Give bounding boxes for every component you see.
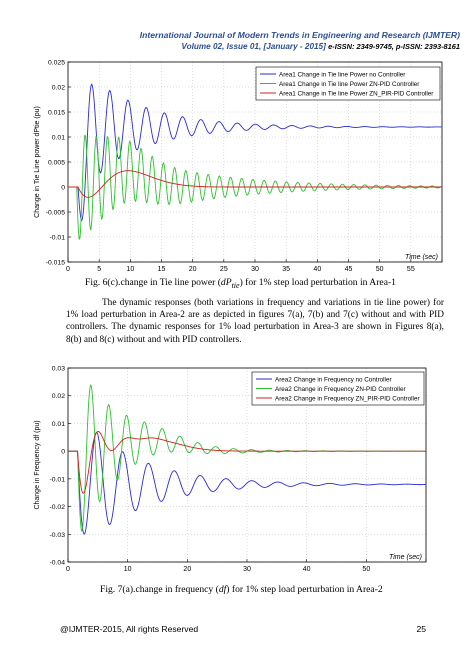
fig7a-y-axis-label: Change in Frequency df (pu) (34, 420, 41, 509)
fig7a-series-1-line (68, 431, 426, 535)
fig6c-x-tick-label: 0 (66, 266, 70, 273)
page-footer: @IJMTER-2015, All rights Reserved 25 (60, 624, 426, 634)
fig6c-y-tick-label: 0.025 (48, 60, 65, 67)
fig7a-legend-label-1: Area2 Change in Frequency no Controller (275, 376, 392, 383)
fig7a-plot-frame (67, 367, 427, 563)
fig6c-x-tick-label: 45 (345, 266, 353, 273)
fig6c-x-tick-label: 55 (407, 266, 415, 273)
fig7a-x-tick-label: 50 (362, 566, 370, 573)
fig6c-x-tick-label: 10 (126, 266, 134, 273)
fig6c-series-1-line (68, 83, 442, 222)
fig6c-y-tick-label: 0 (61, 185, 65, 192)
fig7a-y-tick-label: -0.04 (50, 560, 66, 567)
fig6c-y-tick-label: 0.015 (48, 110, 65, 117)
journal-issue-line: Volume 02, Issue 01, [January - 2015] e-… (60, 41, 460, 52)
journal-volume: Volume 02, Issue 01, [January - 2015] (181, 42, 326, 51)
caption-prefix: Fig. 7(a).change in frequency ( (100, 584, 219, 595)
fig6c-x-tick-label: 50 (376, 266, 384, 273)
fig6c-y-tick-label: -0.005 (46, 210, 65, 217)
figure-7a-chart: 0 10 20 30 40 50 0.03 0.02 0.01 0 -0.01 -0.02 -0.03 -… (34, 366, 427, 573)
fig6c-x-tick-label: 25 (220, 266, 228, 273)
figure-7a-caption: Fig. 7(a).change in frequency (df) for 1… (100, 584, 383, 595)
fig6c-y-tick-label: 0.02 (52, 85, 65, 92)
fig6c-plot-frame (67, 61, 443, 263)
fig6c-y-tick-label: -0.015 (46, 260, 65, 267)
fig6c-series-3-line (68, 170, 442, 198)
fig6c-y-tick-label: 0.01 (52, 135, 65, 142)
journal-issn: e-ISSN: 2349-9745, p-ISSN: 2393-8161 (328, 42, 460, 51)
fig7a-y-tick-label: 0 (61, 449, 65, 456)
fig6c-y-axis-label: Change in Tie Line power dPtie (pu) (34, 106, 41, 218)
caption-suffix: ) for 1% step load perturbation in Area-… (226, 584, 383, 595)
fig6c-legend-label-2: Area1 Change in Tie line Power ZN-PID Co… (279, 81, 419, 88)
fig6c-legend: Area1 Change in Tie line Power no Contro… (255, 66, 441, 101)
fig7a-legend-box (251, 371, 425, 406)
fig6c-x-axis-label: Time (sec) (405, 254, 438, 261)
figure-6c-chart: 0 5 10 15 20 25 30 35 40 45 50 55 0.025 0.02 0.015 0.01… (34, 60, 443, 273)
fig7a-series-3-line (68, 430, 426, 494)
fig6c-legend-box (255, 66, 441, 101)
journal-header: International Journal of Modern Trends i… (60, 30, 460, 52)
body-paragraph: The dynamic responses (both variations i… (66, 298, 444, 345)
fig7a-x-tick-label: 30 (243, 566, 251, 573)
figure-6c-caption: Fig. 6(c).change in Tie line power (dPti… (85, 277, 396, 290)
fig6c-x-tick-label: 40 (313, 266, 321, 273)
caption-variable: df (218, 584, 227, 595)
fig7a-x-axis-label: Time (sec) (389, 554, 422, 561)
fig7a-x-tick-label: 40 (303, 566, 311, 573)
fig6c-y-tick-label: -0.01 (50, 235, 66, 242)
fig7a-y-tick-label: -0.01 (50, 476, 66, 483)
fig6c-y-tick-label: 0.005 (48, 160, 65, 167)
fig7a-x-tick-label: 0 (66, 566, 70, 573)
fig6c-x-tick-label: 20 (189, 266, 197, 273)
journal-title: International Journal of Modern Trends i… (139, 30, 460, 40)
fig6c-x-tick-label: 35 (282, 266, 290, 273)
caption-variable: dP (220, 277, 232, 288)
page-number: 25 (416, 624, 426, 634)
fig6c-legend-label-1: Area1 Change in Tie line Power no Contro… (279, 71, 405, 78)
caption-suffix: ) for 1% step load perturbation in Area-… (239, 277, 396, 288)
fig7a-y-tick-label: -0.02 (50, 504, 66, 511)
caption-subscript: tie (231, 280, 240, 290)
fig7a-y-tick-label: 0.02 (52, 393, 65, 400)
fig7a-legend-label-3: Area2 Change in Frequency ZN_PIR-PID Con… (275, 395, 420, 402)
fig6c-legend-label-3: Area1 Change in Tie line Power ZN_PIR-PI… (279, 90, 433, 97)
footer-copyright: @IJMTER-2015, All rights Reserved (60, 624, 199, 634)
fig7a-x-tick-label: 20 (183, 566, 191, 573)
fig7a-legend: Area2 Change in Frequency no Controller A… (251, 371, 425, 406)
fig7a-y-tick-label: 0.01 (52, 421, 65, 428)
fig7a-y-tick-label: 0.03 (52, 366, 65, 373)
fig7a-x-tick-label: 10 (124, 566, 132, 573)
fig6c-x-tick-label: 15 (158, 266, 166, 273)
caption-prefix: Fig. 6(c).change in Tie line power ( (85, 277, 221, 288)
fig7a-legend-label-2: Area2 Change in Frequency ZN-PID Control… (275, 386, 406, 393)
fig6c-x-tick-label: 5 (97, 266, 101, 273)
fig7a-y-tick-label: -0.03 (50, 532, 66, 539)
fig6c-x-tick-label: 30 (251, 266, 259, 273)
